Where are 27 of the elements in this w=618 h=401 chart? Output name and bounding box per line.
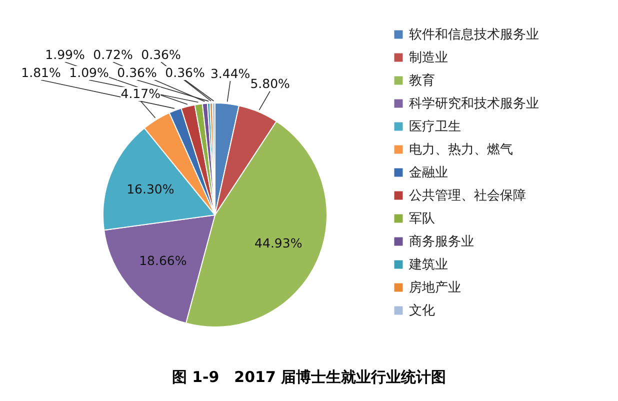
data-label: 0.36%	[141, 47, 181, 62]
legend-label: 文化	[409, 304, 435, 318]
legend-label: 电力、热力、燃气	[409, 142, 513, 158]
data-label: 1.09%	[69, 65, 109, 80]
legend-label: 金融业	[409, 166, 448, 180]
legend-label: 建筑业	[408, 258, 448, 272]
data-label: 16.30%	[126, 181, 174, 196]
legend-label: 房地产业	[409, 280, 461, 296]
legend-label: 科学研究和技术服务业	[409, 96, 539, 112]
data-label: 5.80%	[250, 76, 290, 92]
data-label: 3.44%	[210, 66, 250, 81]
legend-label: 教育	[409, 72, 435, 88]
data-label: 44.93%	[254, 235, 302, 250]
legend-label: 军队	[409, 212, 435, 226]
legend-label: 医疗卫生	[409, 120, 461, 134]
data-label: 1.99%	[45, 47, 85, 62]
legend-label: 商务服务业	[409, 234, 474, 250]
text: 图 1-9 2017 届博士生就业行业统计图	[172, 368, 446, 386]
data-label: 0.72%	[93, 47, 133, 62]
legend-label: 软件和信息技术服务业	[409, 28, 539, 42]
data-label: 1.81%	[21, 65, 61, 80]
data-label: 0.36%	[165, 65, 205, 80]
legend-label: 制造业	[409, 50, 448, 66]
data-label: 4.17%	[120, 86, 161, 102]
legend-label: 公共管理、社会保障	[409, 188, 526, 204]
data-label: 0.36%	[117, 65, 157, 80]
data-label: 18.66%	[139, 252, 187, 268]
